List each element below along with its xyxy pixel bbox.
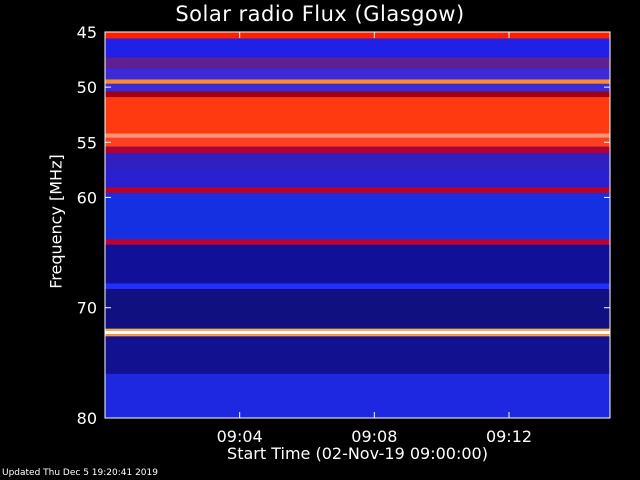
frequency-band — [105, 334, 610, 337]
plot-frame — [104, 31, 611, 419]
frequency-band — [105, 283, 610, 289]
frequency-band — [105, 153, 610, 170]
x-tick-label: 09:04 — [217, 427, 263, 446]
frequency-band — [105, 133, 610, 138]
x-tick-label: 09:08 — [351, 427, 397, 446]
frequency-band — [105, 79, 610, 84]
frequency-band — [105, 187, 610, 194]
frequency-band — [105, 137, 610, 147]
frequency-band — [105, 68, 610, 80]
frequency-band — [105, 328, 610, 331]
frequency-band — [105, 169, 610, 188]
y-tick-label: 55 — [77, 133, 97, 152]
frequency-band — [105, 336, 610, 374]
plot-area — [105, 32, 610, 418]
frequency-band — [105, 244, 610, 284]
frequency-band — [105, 97, 610, 134]
frequency-band — [105, 146, 610, 154]
frequency-band — [105, 57, 610, 69]
frequency-band — [105, 330, 610, 335]
frequency-band — [105, 38, 610, 58]
y-tick-label: 60 — [77, 188, 97, 207]
frequency-band — [105, 91, 610, 98]
frequency-band — [105, 32, 610, 39]
y-ticks: 45 50 55 60 70 80 — [77, 23, 610, 428]
x-ticks: 09:04 09:08 09:12 — [217, 32, 532, 446]
y-tick-label: 80 — [77, 409, 97, 428]
frequency-band — [105, 193, 610, 240]
frequency-band — [105, 239, 610, 245]
chart-title: Solar radio Flux (Glasgow) — [175, 2, 465, 26]
updated-footer: Updated Thu Dec 5 19:20:41 2019 — [2, 468, 158, 478]
frequency-band — [105, 288, 610, 329]
x-tick-label: 09:12 — [486, 427, 532, 446]
frequency-band — [105, 83, 610, 92]
x-axis-label: Start Time (02-Nov-19 09:00:00) — [227, 444, 488, 463]
y-tick-label: 45 — [77, 23, 97, 42]
y-tick-label: 70 — [77, 299, 97, 318]
frequency-band — [105, 373, 610, 418]
y-tick-label: 50 — [77, 78, 97, 97]
